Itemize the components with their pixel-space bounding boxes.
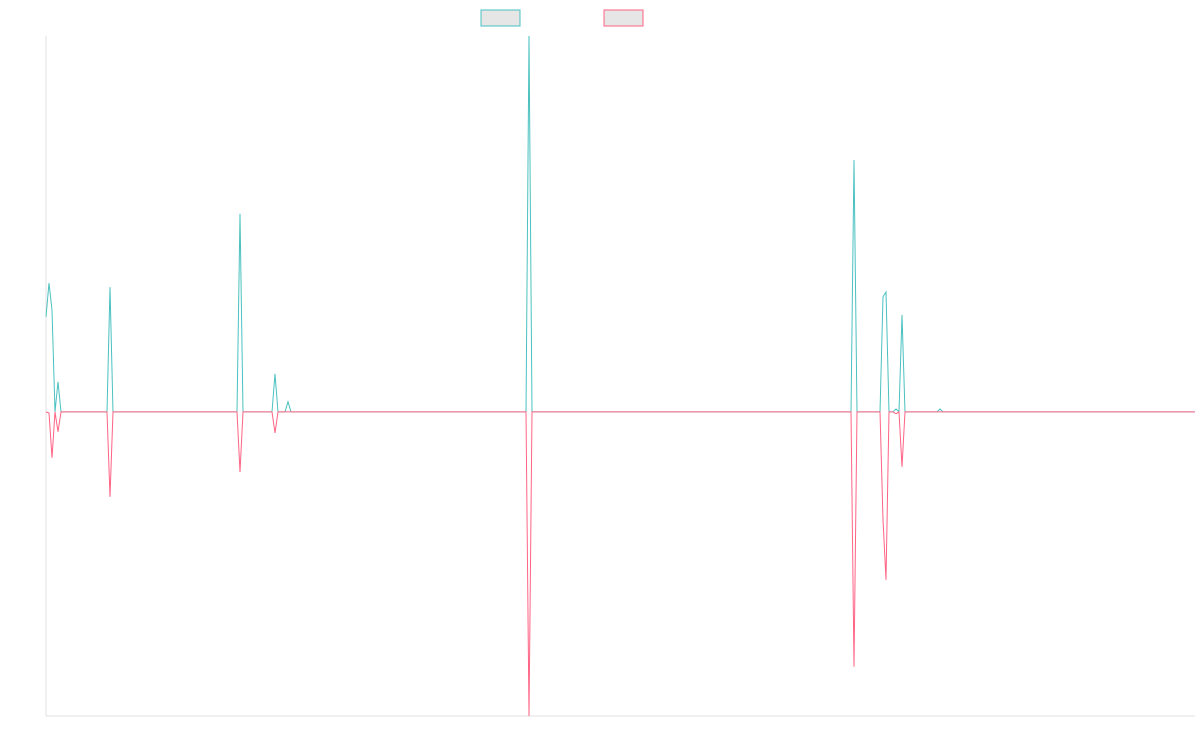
series-line (45, 35, 1195, 414)
series-line (45, 411, 1195, 717)
legend-swatch[interactable] (603, 9, 644, 27)
legend-swatch[interactable] (480, 9, 521, 27)
